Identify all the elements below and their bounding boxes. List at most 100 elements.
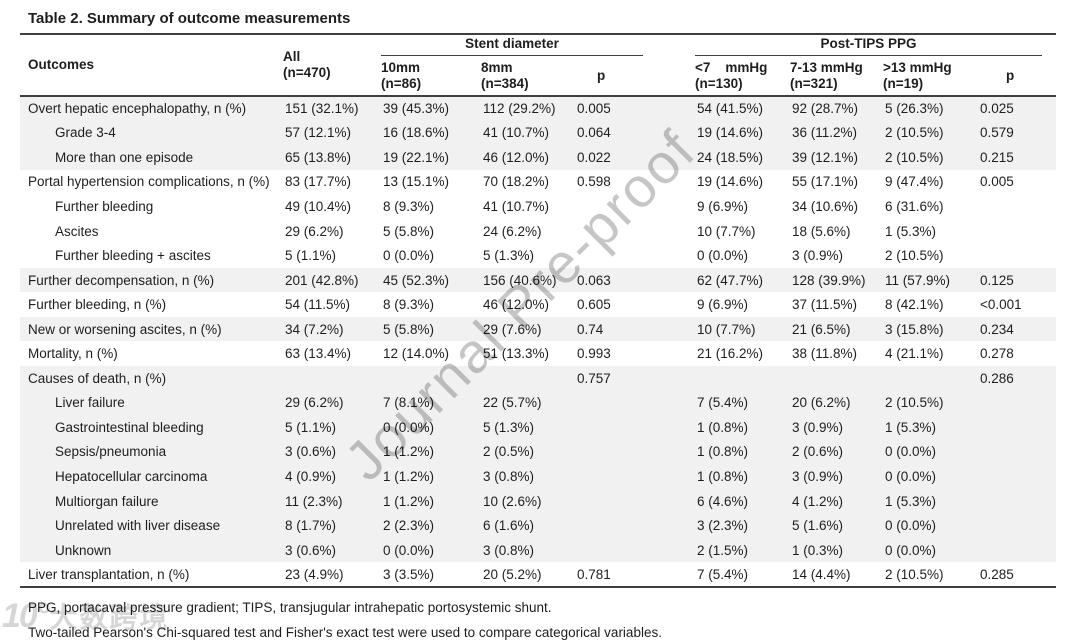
value-cell: 83 (17.7%) (285, 174, 352, 190)
value-cell: 19 (22.1%) (383, 149, 450, 165)
value-cell: 49 (10.4%) (285, 198, 352, 214)
column-header-n: (n=19) (883, 76, 924, 91)
outcome-label-cell: Gastrointestinal bleeding (55, 419, 204, 435)
group-header-post-tips-ppg: Post-TIPS PPG (695, 34, 1056, 57)
value-cell: 0 (0.0%) (885, 542, 937, 558)
value-cell: 10 (7.7%) (697, 321, 756, 337)
value-cell: 4 (21.1%) (885, 346, 944, 362)
value-cell: 0.605 (577, 297, 611, 313)
value-cell: 54 (11.5%) (285, 297, 351, 313)
column-header-label: 10mm (381, 60, 421, 75)
value-cell: 5 (1.3%) (483, 248, 535, 264)
table-row: Further decompensation, n (%) 201 (42.8%)… (20, 267, 1057, 293)
column-header-label: p (597, 68, 606, 83)
value-cell: 3 (0.9%) (792, 248, 844, 264)
outcome-label-cell: Further decompensation, n (%) (28, 272, 215, 288)
table-row: Further bleeding 49 (10.4%) 8 (9.3%) 41 (10… (20, 194, 1056, 219)
outcome-label-cell: Liver failure (55, 395, 125, 411)
table-row: New or worsening ascites, n (%) 34 (7.2%)… (20, 316, 1057, 342)
table-header: Outcomes All (n=470) Stent diameter Post… (20, 34, 1057, 96)
value-cell: 20 (5.2%) (483, 566, 542, 582)
value-cell: 16 (18.6%) (383, 125, 450, 141)
value-cell: 3 (0.6%) (285, 542, 337, 558)
value-cell: 11 (57.9%) (885, 272, 951, 288)
value-cell: 2 (1.5%) (697, 542, 749, 558)
table-row: Further bleeding + ascites 5 (1.1%) 0 (0.0… (20, 243, 1056, 268)
value-cell: 8 (42.1%) (885, 297, 944, 313)
value-cell: 29 (7.6%) (483, 321, 542, 337)
value-cell: 7 (5.4%) (697, 395, 749, 411)
outcome-label-cell: Causes of death, n (%) (28, 370, 167, 386)
value-cell: 2 (0.5%) (483, 444, 535, 460)
value-cell: 41 (10.7%) (483, 198, 550, 214)
value-cell: 39 (12.1%) (792, 149, 859, 165)
value-cell: 34 (10.6%) (792, 198, 859, 214)
value-cell: 0 (0.0%) (383, 419, 435, 435)
value-cell: 10 (7.7%) (697, 223, 756, 239)
column-header-label: >13 mmHg (883, 60, 952, 75)
column-header-n: (n=384) (481, 76, 529, 91)
outcome-label-cell: More than one episode (55, 149, 194, 165)
value-cell (978, 219, 1056, 244)
value-cell (575, 538, 695, 563)
value-cell (978, 415, 1056, 440)
value-cell: 156 (40.6%) (483, 272, 557, 288)
outcome-label-cell: Unknown (55, 542, 112, 558)
value-cell (575, 489, 695, 514)
value-cell: 0.025 (980, 101, 1014, 117)
table-container: Outcomes All (n=470) Stent diameter Post… (20, 33, 1057, 641)
value-cell: 5 (5.8%) (383, 223, 435, 239)
value-cell (575, 391, 695, 416)
table-row: Multiorgan failure 11 (2.3%) 1 (1.2%) 10 (2… (20, 488, 1057, 514)
value-cell: 0.993 (577, 346, 611, 362)
value-cell: 21 (16.2%) (697, 346, 764, 362)
value-cell (978, 440, 1056, 465)
column-header-all: All (n=470) (283, 34, 381, 96)
group-header-label: Stent diameter (381, 36, 643, 56)
value-cell: 128 (39.9%) (792, 272, 866, 288)
value-cell: 21 (6.5%) (792, 321, 851, 337)
value-cell: 24 (6.2%) (483, 223, 542, 239)
value-cell: 46 (12.0%) (483, 149, 550, 165)
value-cell: 19 (14.6%) (697, 125, 764, 141)
value-cell: 37 (11.5%) (792, 297, 858, 313)
value-cell: 1 (5.3%) (885, 419, 937, 435)
group-header-stent-diameter: Stent diameter (381, 34, 695, 57)
value-cell: 151 (32.1%) (285, 101, 359, 117)
table-row: Liver failure 29 (6.2%) 7 (8.1%) 22 (5.7%) 7… (20, 390, 1057, 416)
column-header-n: (n=470) (283, 65, 331, 80)
footnote-abbreviations: PPG, portacaval pressure gradient; TIPS,… (28, 599, 552, 615)
value-cell: 5 (26.3%) (885, 101, 944, 117)
value-cell (978, 243, 1056, 268)
column-header-lt7mmhg: <7 mmHg (n=130) (695, 57, 790, 96)
value-cell: 18 (5.6%) (792, 223, 851, 239)
column-header-label: Outcomes (28, 57, 95, 72)
outcome-label-cell: Further bleeding + ascites (55, 248, 211, 264)
value-cell: 2 (10.5%) (885, 395, 944, 411)
value-cell: 4 (1.2%) (792, 493, 844, 509)
value-cell: 201 (42.8%) (285, 272, 359, 288)
value-cell: 3 (0.9%) (792, 419, 844, 435)
value-cell (575, 415, 695, 440)
outcome-label-cell: Further bleeding (55, 198, 154, 214)
outcome-label-cell: Overt hepatic encephalopathy, n (%) (28, 101, 247, 117)
value-cell: 0 (0.0%) (885, 518, 937, 534)
table-body: Overt hepatic encephalopathy, n (%) 151 (… (20, 96, 1057, 587)
value-cell: 54 (41.5%) (697, 101, 764, 117)
column-header-8mm: 8mm (n=384) (481, 57, 575, 96)
value-cell: 0.234 (980, 321, 1014, 337)
table-row: More than one episode 65 (13.8%) 19 (22.1%… (20, 145, 1057, 170)
value-cell (978, 513, 1056, 538)
value-cell: 2 (10.5%) (885, 566, 944, 582)
table-row: Further bleeding, n (%) 54 (11.5%) 8 (9.3%… (20, 292, 1056, 317)
value-cell: 0.064 (577, 125, 611, 141)
value-cell: 8 (9.3%) (383, 297, 435, 313)
column-header-n: (n=86) (381, 76, 422, 91)
value-cell: 6 (1.6%) (483, 518, 535, 534)
value-cell: 20 (6.2%) (792, 395, 851, 411)
value-cell: 62 (47.7%) (697, 272, 764, 288)
value-cell: 6 (31.6%) (885, 198, 944, 214)
column-header-gt13mmhg: >13 mmHg (n=19) (883, 57, 978, 96)
outcome-label-cell: Liver transplantation, n (%) (28, 566, 190, 582)
